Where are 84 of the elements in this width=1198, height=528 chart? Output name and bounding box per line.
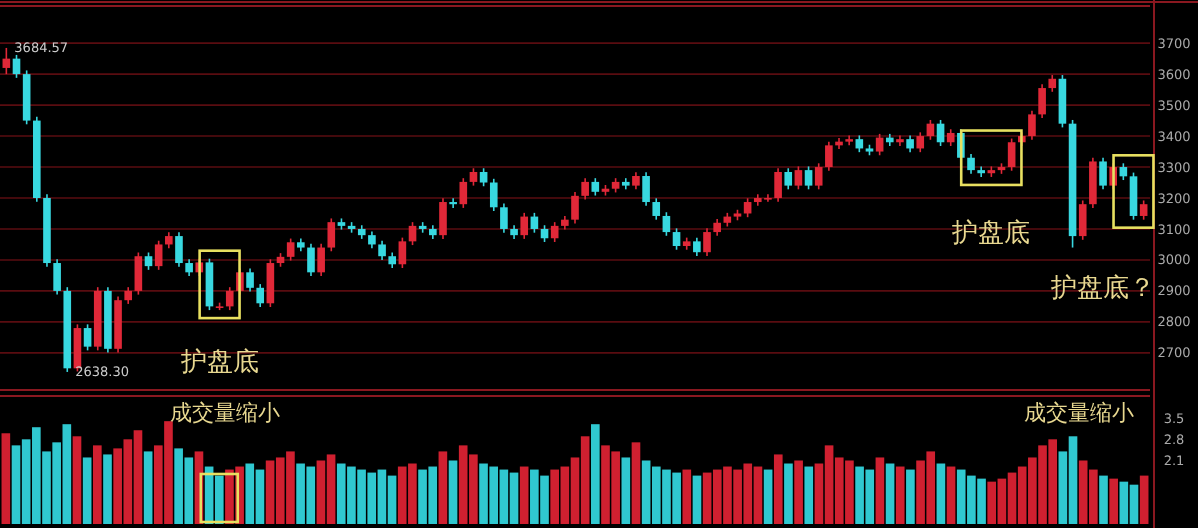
- bar: [103, 454, 112, 524]
- candlestick: [967, 153, 975, 175]
- candlestick: [896, 134, 904, 147]
- bar: [143, 451, 153, 524]
- candlestick: [520, 212, 529, 240]
- bar: [82, 457, 92, 524]
- candlestick: [266, 258, 275, 308]
- candlestick: [977, 165, 985, 178]
- candlestick: [581, 177, 589, 201]
- bar: [1, 433, 11, 524]
- candlestick: [916, 131, 925, 153]
- bar: [1139, 475, 1149, 524]
- candlestick: [1058, 74, 1067, 129]
- bar: [438, 451, 448, 524]
- candlestick: [703, 227, 711, 257]
- candlestick: [53, 258, 61, 296]
- bar: [885, 463, 895, 524]
- candlestick: [154, 239, 163, 271]
- bar: [72, 436, 82, 524]
- bar: [906, 469, 915, 524]
- annotation: 护盘底？: [1048, 273, 1155, 304]
- candlestick: [774, 167, 782, 203]
- candlestick: [1099, 156, 1107, 191]
- bar: [591, 424, 600, 524]
- bar: [621, 457, 631, 524]
- candlestick: [814, 162, 823, 191]
- candlestick: [1129, 171, 1138, 221]
- candlestick: [378, 239, 386, 261]
- annotation: 护盘底: [178, 348, 259, 379]
- candlestick: [439, 197, 447, 240]
- bar: [519, 466, 529, 524]
- candlestick: [500, 202, 508, 234]
- bar: [631, 442, 641, 524]
- bar: [448, 460, 458, 524]
- candlestick: [205, 257, 214, 311]
- candlestick: [1028, 109, 1036, 141]
- candlestick: [794, 165, 803, 191]
- candlestick: [1078, 199, 1087, 241]
- bar: [936, 463, 946, 524]
- candlestick: [489, 178, 498, 212]
- bar: [875, 457, 885, 524]
- candlestick: [1139, 199, 1148, 221]
- candlestick: [1038, 83, 1046, 119]
- candlestick: [225, 286, 234, 311]
- candlestick: [693, 236, 701, 257]
- candlestick: [642, 171, 650, 207]
- candlestick: [784, 167, 793, 191]
- candlestick: [571, 191, 579, 225]
- candlestick: [398, 236, 407, 269]
- annotation: 成交量缩小: [170, 400, 281, 426]
- candlestick: [1007, 137, 1016, 172]
- bar: [794, 460, 803, 524]
- candlestick: [327, 217, 336, 253]
- candlestick: [652, 197, 661, 221]
- candlestick: [134, 251, 143, 296]
- candlestick: [307, 243, 315, 277]
- candlestick: [449, 197, 457, 209]
- bar: [93, 445, 102, 524]
- annotation: 护盘底: [950, 218, 1031, 249]
- candlestick: [825, 140, 833, 172]
- candlestick: [804, 165, 813, 191]
- candlestick: [286, 237, 295, 262]
- annotation: 成交量缩小: [1023, 400, 1134, 426]
- candlestick: [83, 323, 92, 352]
- bar: [692, 475, 702, 524]
- candlestick: [662, 211, 671, 237]
- candlestick: [459, 177, 468, 209]
- candlestick: [22, 69, 31, 126]
- bar: [784, 463, 793, 524]
- candlestick: [1089, 156, 1097, 209]
- candlestick: [317, 243, 325, 277]
- candlestick: [175, 231, 183, 268]
- bar: [763, 469, 773, 524]
- bar: [773, 454, 783, 524]
- bar: [804, 466, 814, 524]
- candlestick: [246, 267, 254, 293]
- bar: [1109, 478, 1118, 524]
- bar: [682, 469, 692, 524]
- candlestick: [672, 227, 681, 251]
- candlestick: [256, 283, 265, 308]
- bar: [946, 466, 956, 524]
- bar: [895, 466, 905, 524]
- candlestick: [875, 133, 884, 157]
- bar: [1099, 475, 1108, 524]
